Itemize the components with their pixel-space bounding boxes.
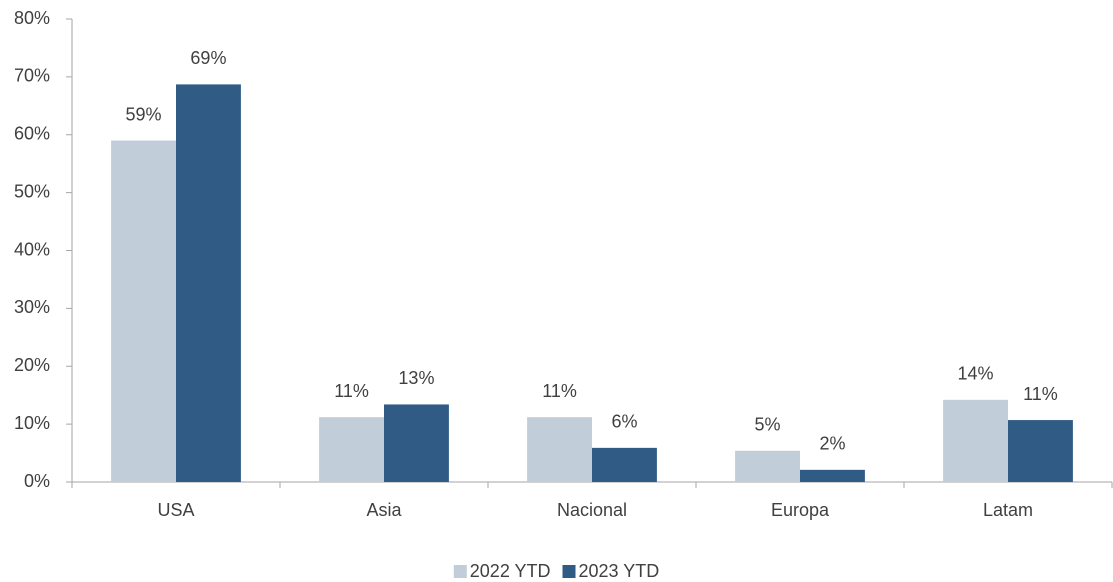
legend-label: 2023 YTD xyxy=(579,561,660,581)
x-tick-label: Asia xyxy=(366,500,402,520)
legend-item: 2022 YTD xyxy=(453,561,551,581)
data-label: 69% xyxy=(190,48,226,68)
bar xyxy=(319,417,384,482)
legend-item: 2023 YTD xyxy=(562,561,660,581)
data-label: 5% xyxy=(755,414,781,434)
bar xyxy=(943,399,1008,482)
x-tick-label: Europa xyxy=(771,500,830,520)
y-tick-label: 50% xyxy=(14,181,50,201)
y-tick-label: 60% xyxy=(14,124,50,144)
y-tick-label: 80% xyxy=(14,8,50,28)
legend-swatch xyxy=(453,565,467,578)
bar xyxy=(592,447,657,482)
bar xyxy=(800,469,865,482)
data-label: 13% xyxy=(398,368,434,388)
data-label: 14% xyxy=(958,364,994,384)
x-tick-label: Nacional xyxy=(557,500,627,520)
data-label: 6% xyxy=(611,412,637,432)
y-tick-label: 10% xyxy=(14,413,50,433)
y-tick-label: 20% xyxy=(14,355,50,375)
y-tick-label: 40% xyxy=(14,239,50,259)
data-label: 11% xyxy=(1023,384,1058,404)
data-label: 11% xyxy=(334,381,369,401)
data-label: 59% xyxy=(126,104,162,124)
bar xyxy=(735,450,800,482)
y-tick-label: 0% xyxy=(24,471,50,491)
x-tick-label: USA xyxy=(157,500,194,520)
x-tick-label: Latam xyxy=(983,500,1033,520)
data-label: 2% xyxy=(819,434,845,454)
bar xyxy=(111,140,176,482)
bar xyxy=(384,404,449,482)
legend-label: 2022 YTD xyxy=(470,561,551,581)
bar xyxy=(1008,420,1073,482)
data-label: 11% xyxy=(542,381,577,401)
y-tick-label: 30% xyxy=(14,297,50,317)
bar xyxy=(176,84,241,483)
legend-swatch xyxy=(562,565,576,578)
bar xyxy=(527,417,592,482)
y-tick-label: 70% xyxy=(14,66,50,86)
